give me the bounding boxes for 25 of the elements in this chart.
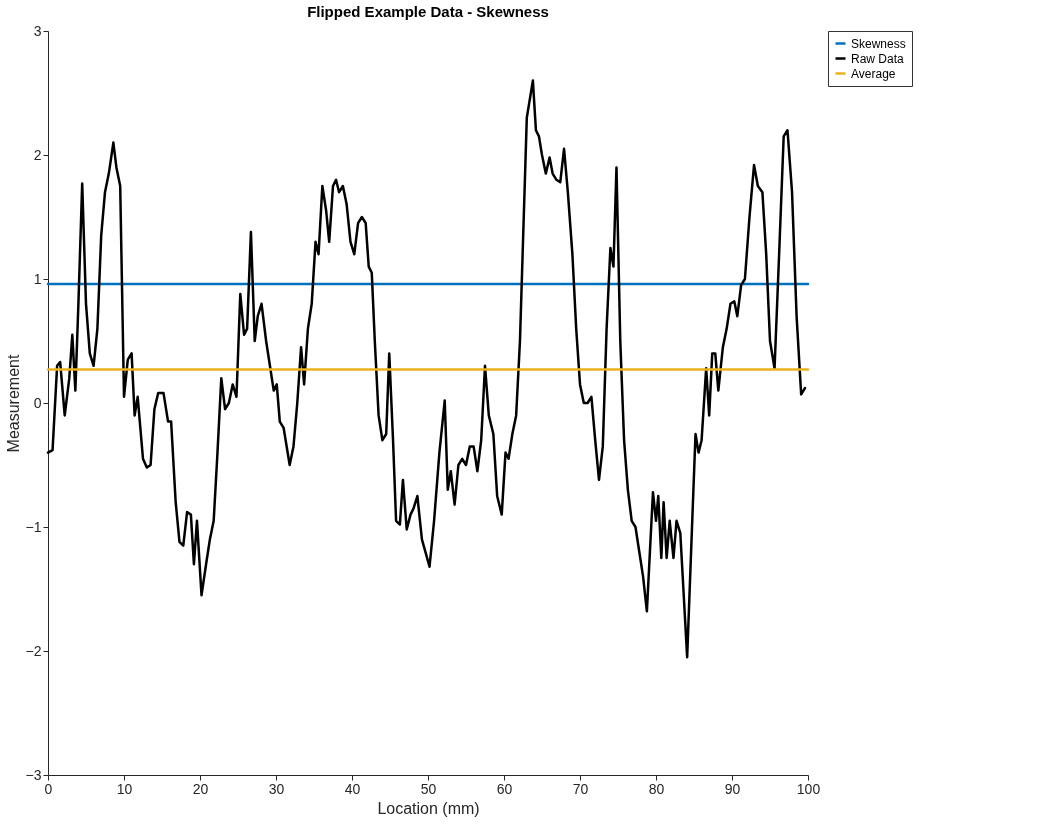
y-tick-label: −3: [25, 766, 42, 783]
x-tick-label: 40: [344, 780, 361, 797]
y-axis-title: Measurement: [4, 354, 22, 453]
x-tick-label: 100: [796, 780, 821, 797]
y-tick-label: −2: [25, 642, 42, 659]
y-tick-label: 2: [33, 146, 42, 163]
x-tick-label: 10: [116, 780, 133, 797]
x-tick-label: 80: [648, 780, 665, 797]
legend-label: Average: [851, 66, 896, 81]
legend-label: Raw Data: [851, 51, 905, 66]
x-tick-label: 60: [496, 780, 513, 797]
y-tick-label: 0: [33, 394, 42, 411]
x-axis-title: Location (mm): [377, 799, 480, 817]
x-tick-label: 20: [192, 780, 209, 797]
x-tick-label: 50: [420, 780, 437, 797]
legend-label: Skewness: [851, 36, 906, 51]
line-series: [46, 79, 807, 659]
x-tick-label: 30: [268, 780, 285, 797]
chart-title: Flipped Example Data - Skewness: [307, 3, 549, 20]
y-tick-label: 3: [33, 22, 42, 39]
x-tick-label: 70: [572, 780, 589, 797]
y-tick-label: 1: [33, 270, 42, 287]
x-tick-label: 0: [44, 780, 53, 797]
x-tick-label: 90: [724, 780, 741, 797]
y-tick-label: −1: [25, 518, 42, 535]
